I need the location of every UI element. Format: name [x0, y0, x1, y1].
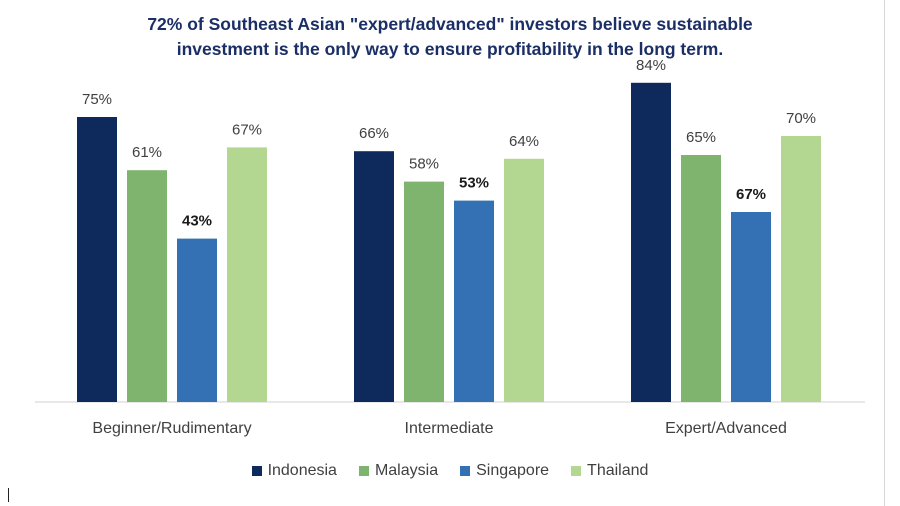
legend-label-thailand: Thailand: [587, 462, 649, 479]
bar-singapore-0: [177, 238, 217, 402]
legend-swatch-singapore: [460, 466, 471, 476]
category-label-0: Beginner/Rudimentary: [92, 420, 251, 437]
chart-title-line-1: 72% of Southeast Asian "expert/advanced"…: [147, 14, 753, 34]
legend-swatch-indonesia: [251, 466, 262, 476]
category-label-2: Expert/Advanced: [665, 420, 787, 437]
left-edge-mark: [8, 488, 9, 502]
right-border: [884, 0, 885, 506]
legend-label-indonesia: Indonesia: [267, 462, 337, 479]
bar-malaysia-1: [404, 181, 444, 402]
data-label-malaysia-1: 58%: [409, 156, 439, 173]
bar-malaysia-2: [681, 155, 721, 402]
chart-legend: Indonesia Malaysia Singapore Thailand: [0, 462, 900, 480]
chart-title: 72% of Southeast Asian "expert/advanced"…: [60, 12, 840, 62]
bar-indonesia-2: [631, 82, 671, 403]
data-label-malaysia-0: 61%: [132, 144, 162, 161]
data-label-thailand-0: 67%: [232, 121, 262, 138]
bar-malaysia-0: [127, 170, 167, 402]
bar-indonesia-1: [354, 151, 394, 402]
bar-singapore-1: [454, 200, 494, 402]
category-label-1: Intermediate: [405, 420, 494, 437]
legend-swatch-malaysia: [358, 466, 369, 476]
data-label-singapore-0: 43%: [182, 213, 212, 230]
data-label-indonesia-2: 84%: [636, 57, 666, 74]
data-label-indonesia-1: 66%: [359, 125, 389, 142]
legend-item-indonesia: Indonesia: [251, 462, 337, 480]
legend-label-malaysia: Malaysia: [374, 462, 439, 479]
chart-title-line-2: investment is the only way to ensure pro…: [176, 39, 724, 59]
data-label-singapore-2: 67%: [736, 186, 766, 203]
legend-swatch-thailand: [571, 466, 582, 476]
data-label-indonesia-0: 75%: [82, 91, 112, 108]
data-label-malaysia-2: 65%: [686, 129, 716, 146]
bar-thailand-0: [227, 147, 267, 402]
legend-item-malaysia: Malaysia: [358, 462, 439, 480]
data-label-singapore-1: 53%: [459, 175, 489, 192]
legend-item-singapore: Singapore: [460, 462, 549, 480]
data-label-thailand-1: 64%: [509, 133, 539, 150]
legend-label-singapore: Singapore: [476, 462, 550, 479]
bar-thailand-1: [504, 158, 544, 402]
legend-item-thailand: Thailand: [571, 462, 648, 480]
data-label-thailand-2: 70%: [786, 110, 816, 127]
bar-indonesia-0: [77, 117, 117, 402]
bar-thailand-2: [781, 136, 821, 402]
bar-singapore-2: [731, 212, 771, 402]
